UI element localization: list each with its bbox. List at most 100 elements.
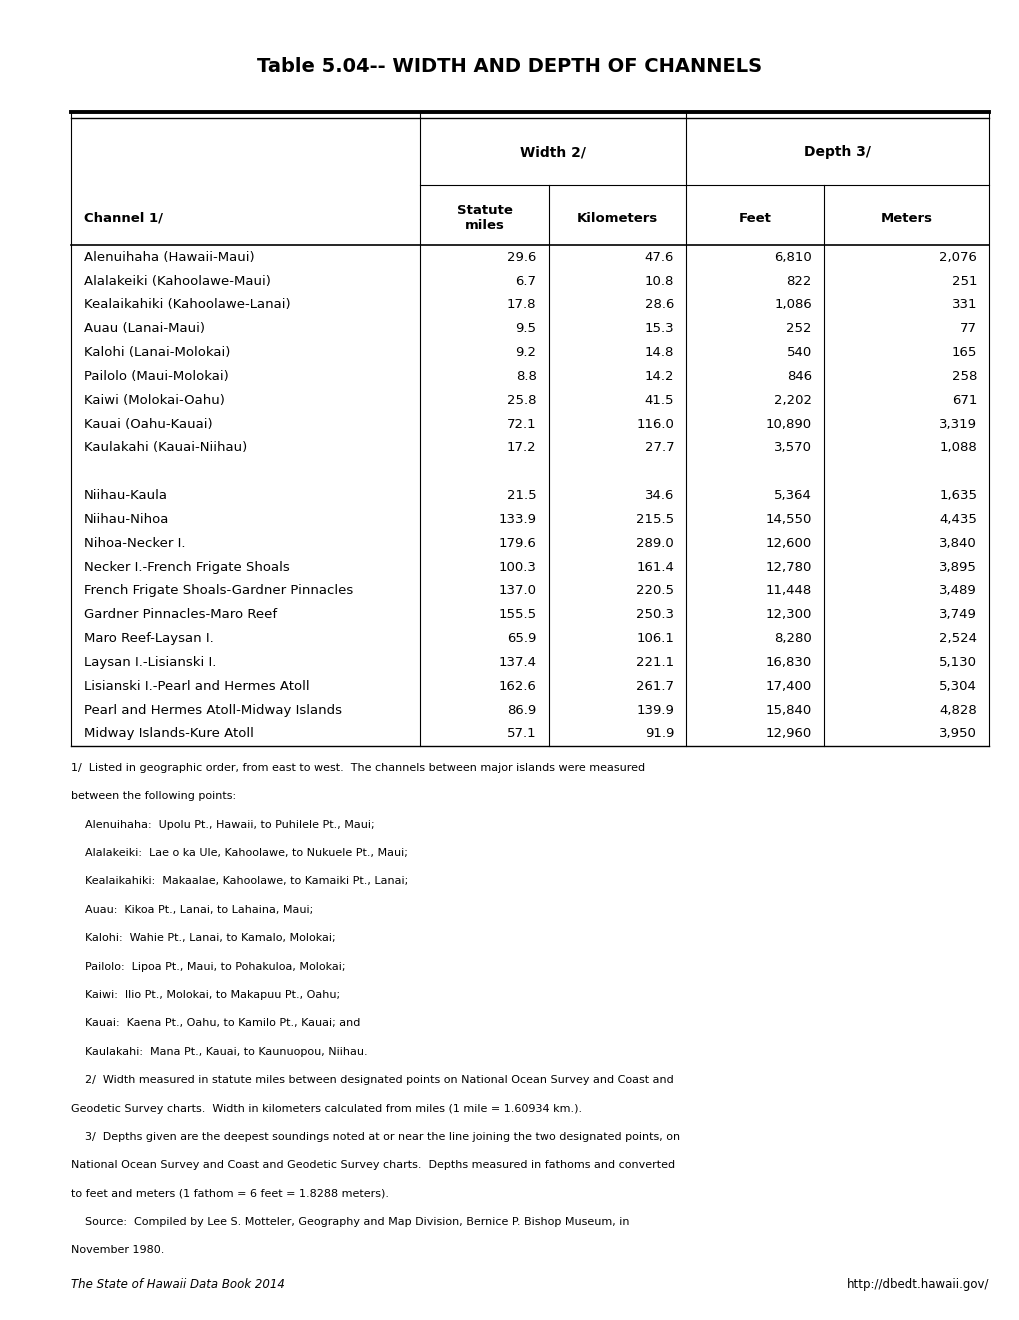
Text: Alalakeiki (Kahoolawe-Maui): Alalakeiki (Kahoolawe-Maui) <box>84 275 270 288</box>
Text: 17.2: 17.2 <box>506 441 536 454</box>
Text: Kaulakahi:  Mana Pt., Kauai, to Kaunuopou, Niihau.: Kaulakahi: Mana Pt., Kauai, to Kaunuopou… <box>71 1047 368 1057</box>
Text: 3,950: 3,950 <box>938 727 976 741</box>
Text: 155.5: 155.5 <box>498 609 536 622</box>
Text: 116.0: 116.0 <box>636 417 674 430</box>
Text: 91.9: 91.9 <box>644 727 674 741</box>
Text: Kaulakahi (Kauai-Niihau): Kaulakahi (Kauai-Niihau) <box>84 441 247 454</box>
Text: 28.6: 28.6 <box>644 298 674 312</box>
Text: Geodetic Survey charts.  Width in kilometers calculated from miles (1 mile = 1.6: Geodetic Survey charts. Width in kilomet… <box>71 1104 582 1114</box>
Text: Statute
miles: Statute miles <box>457 205 512 232</box>
Text: Lisianski I.-Pearl and Hermes Atoll: Lisianski I.-Pearl and Hermes Atoll <box>84 680 309 693</box>
Text: 16,830: 16,830 <box>765 656 811 669</box>
Text: 17,400: 17,400 <box>765 680 811 693</box>
Text: between the following points:: between the following points: <box>71 791 236 801</box>
Text: 15,840: 15,840 <box>765 704 811 717</box>
Text: 9.5: 9.5 <box>515 322 536 335</box>
Text: 3,319: 3,319 <box>938 417 976 430</box>
Text: 29.6: 29.6 <box>506 251 536 264</box>
Text: French Frigate Shoals-Gardner Pinnacles: French Frigate Shoals-Gardner Pinnacles <box>84 585 353 598</box>
Text: 5,130: 5,130 <box>938 656 976 669</box>
Text: 65.9: 65.9 <box>506 632 536 645</box>
Text: 3,895: 3,895 <box>938 561 976 573</box>
Text: 12,960: 12,960 <box>765 727 811 741</box>
Text: 1,088: 1,088 <box>938 441 976 454</box>
Text: Laysan I.-Lisianski I.: Laysan I.-Lisianski I. <box>84 656 216 669</box>
Text: to feet and meters (1 fathom = 6 feet = 1.8288 meters).: to feet and meters (1 fathom = 6 feet = … <box>71 1189 389 1199</box>
Text: Kealaikahiki:  Makaalae, Kahoolawe, to Kamaiki Pt., Lanai;: Kealaikahiki: Makaalae, Kahoolawe, to Ka… <box>71 876 409 887</box>
Text: Kilometers: Kilometers <box>577 211 657 224</box>
Text: Pearl and Hermes Atoll-Midway Islands: Pearl and Hermes Atoll-Midway Islands <box>84 704 341 717</box>
Text: 6.7: 6.7 <box>515 275 536 288</box>
Text: Nihoa-Necker I.: Nihoa-Necker I. <box>84 537 185 549</box>
Text: 3,489: 3,489 <box>938 585 976 598</box>
Text: 8.8: 8.8 <box>516 370 536 383</box>
Text: 14.2: 14.2 <box>644 370 674 383</box>
Text: 215.5: 215.5 <box>636 513 674 525</box>
Text: 258: 258 <box>951 370 976 383</box>
Text: Alalakeiki:  Lae o ka Ule, Kahoolawe, to Nukuele Pt., Maui;: Alalakeiki: Lae o ka Ule, Kahoolawe, to … <box>71 849 408 858</box>
Text: 1/  Listed in geographic order, from east to west.  The channels between major i: 1/ Listed in geographic order, from east… <box>71 763 645 774</box>
Text: Feet: Feet <box>738 211 771 224</box>
Text: Kalohi (Lanai-Molokai): Kalohi (Lanai-Molokai) <box>84 346 230 359</box>
Text: 47.6: 47.6 <box>644 251 674 264</box>
Text: 106.1: 106.1 <box>636 632 674 645</box>
Text: Necker I.-French Frigate Shoals: Necker I.-French Frigate Shoals <box>84 561 289 573</box>
Text: 34.6: 34.6 <box>644 488 674 502</box>
Text: Alenuihaha (Hawaii-Maui): Alenuihaha (Hawaii-Maui) <box>84 251 254 264</box>
Text: 161.4: 161.4 <box>636 561 674 573</box>
Text: 2,076: 2,076 <box>938 251 976 264</box>
Text: 251: 251 <box>951 275 976 288</box>
Text: 12,780: 12,780 <box>765 561 811 573</box>
Text: Alenuihaha:  Upolu Pt., Hawaii, to Puhilele Pt., Maui;: Alenuihaha: Upolu Pt., Hawaii, to Puhile… <box>71 820 375 830</box>
Text: 14.8: 14.8 <box>644 346 674 359</box>
Text: Kaiwi (Molokai-Oahu): Kaiwi (Molokai-Oahu) <box>84 393 224 407</box>
Text: National Ocean Survey and Coast and Geodetic Survey charts.  Depths measured in : National Ocean Survey and Coast and Geod… <box>71 1160 675 1171</box>
Text: 137.0: 137.0 <box>498 585 536 598</box>
Text: 41.5: 41.5 <box>644 393 674 407</box>
Text: 179.6: 179.6 <box>498 537 536 549</box>
Text: 2,524: 2,524 <box>938 632 976 645</box>
Text: 822: 822 <box>786 275 811 288</box>
Text: 671: 671 <box>951 393 976 407</box>
Text: 3/  Depths given are the deepest soundings noted at or near the line joining the: 3/ Depths given are the deepest sounding… <box>71 1133 680 1142</box>
Text: 4,435: 4,435 <box>938 513 976 525</box>
Text: 9.2: 9.2 <box>515 346 536 359</box>
Text: 2,202: 2,202 <box>773 393 811 407</box>
Text: 14,550: 14,550 <box>765 513 811 525</box>
Text: Midway Islands-Kure Atoll: Midway Islands-Kure Atoll <box>84 727 254 741</box>
Text: 220.5: 220.5 <box>636 585 674 598</box>
Text: 17.8: 17.8 <box>506 298 536 312</box>
Text: 86.9: 86.9 <box>506 704 536 717</box>
Text: 133.9: 133.9 <box>498 513 536 525</box>
Text: Kealaikahiki (Kahoolawe-Lanai): Kealaikahiki (Kahoolawe-Lanai) <box>84 298 290 312</box>
Text: 261.7: 261.7 <box>636 680 674 693</box>
Text: 289.0: 289.0 <box>636 537 674 549</box>
Text: Width 2/: Width 2/ <box>520 145 586 160</box>
Text: Maro Reef-Laysan I.: Maro Reef-Laysan I. <box>84 632 213 645</box>
Text: Kauai (Oahu-Kauai): Kauai (Oahu-Kauai) <box>84 417 212 430</box>
Text: Kaiwi:  Ilio Pt., Molokai, to Makapuu Pt., Oahu;: Kaiwi: Ilio Pt., Molokai, to Makapuu Pt.… <box>71 990 340 1001</box>
Text: 12,600: 12,600 <box>765 537 811 549</box>
Text: 57.1: 57.1 <box>506 727 536 741</box>
Text: 21.5: 21.5 <box>506 488 536 502</box>
Text: Depth 3/: Depth 3/ <box>804 145 870 160</box>
Text: 331: 331 <box>951 298 976 312</box>
Text: 1,635: 1,635 <box>938 488 976 502</box>
Text: 162.6: 162.6 <box>498 680 536 693</box>
Text: 3,749: 3,749 <box>938 609 976 622</box>
Text: 11,448: 11,448 <box>765 585 811 598</box>
Text: 2/  Width measured in statute miles between designated points on National Ocean : 2/ Width measured in statute miles betwe… <box>71 1074 674 1085</box>
Text: 846: 846 <box>786 370 811 383</box>
Text: 1,086: 1,086 <box>773 298 811 312</box>
Text: Pailolo (Maui-Molokai): Pailolo (Maui-Molokai) <box>84 370 228 383</box>
Text: 165: 165 <box>951 346 976 359</box>
Text: Niihau-Kaula: Niihau-Kaula <box>84 488 167 502</box>
Text: 221.1: 221.1 <box>636 656 674 669</box>
Text: 3,840: 3,840 <box>938 537 976 549</box>
Text: Table 5.04-- WIDTH AND DEPTH OF CHANNELS: Table 5.04-- WIDTH AND DEPTH OF CHANNELS <box>257 57 762 75</box>
Text: http://dbedt.hawaii.gov/: http://dbedt.hawaii.gov/ <box>846 1278 988 1291</box>
Text: Kalohi:  Wahie Pt., Lanai, to Kamalo, Molokai;: Kalohi: Wahie Pt., Lanai, to Kamalo, Mol… <box>71 933 335 944</box>
Text: November 1980.: November 1980. <box>71 1246 165 1255</box>
Text: 137.4: 137.4 <box>498 656 536 669</box>
Text: 250.3: 250.3 <box>636 609 674 622</box>
